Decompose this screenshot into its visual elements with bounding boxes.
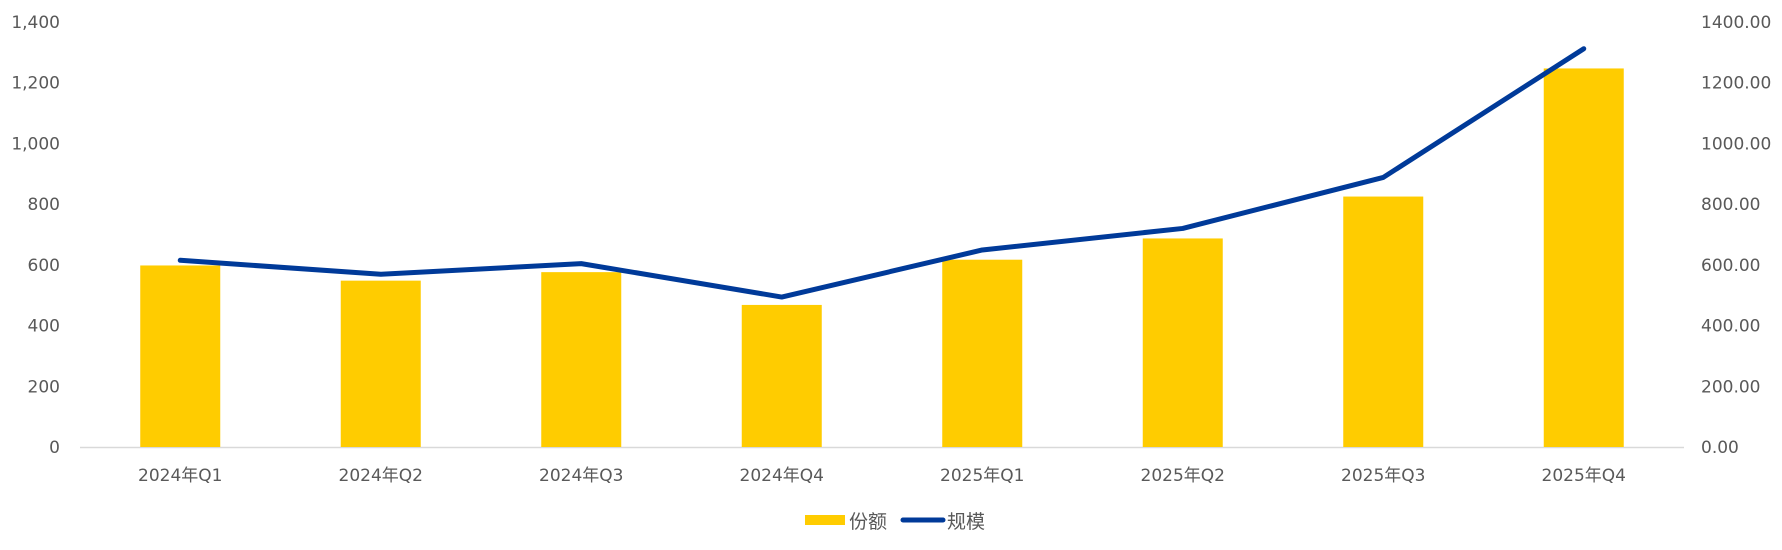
x-tick-label: 2025年Q4 bbox=[1542, 466, 1626, 486]
right-axis-ticks: 0.00 200.00 400.00 600.00 800.00 1000.00 1200.… bbox=[1701, 13, 1771, 458]
bar bbox=[140, 265, 221, 447]
bar bbox=[1142, 238, 1223, 447]
legend-bar-swatch bbox=[805, 515, 845, 525]
bar bbox=[741, 304, 822, 447]
x-tick-label: 2024年Q2 bbox=[339, 466, 423, 486]
right-tick-label: 1400.00 bbox=[1701, 13, 1771, 33]
left-tick-label: 600 bbox=[28, 256, 60, 276]
series-line bbox=[177, 46, 1587, 300]
bar-series bbox=[140, 68, 1624, 448]
x-axis-labels: 2024年Q1 2024年Q2 2024年Q3 2024年Q4 2025年Q1 2025年… bbox=[138, 466, 1626, 486]
right-tick-label: 200.00 bbox=[1701, 377, 1760, 397]
right-tick-label: 400.00 bbox=[1701, 317, 1760, 337]
right-tick-label: 1200.00 bbox=[1701, 74, 1771, 94]
legend-bar-label: 份额 bbox=[849, 511, 887, 533]
x-tick-label: 2025年Q1 bbox=[940, 466, 1024, 486]
x-tick-label: 2024年Q3 bbox=[539, 466, 623, 486]
bar bbox=[340, 280, 421, 447]
x-tick-label: 2024年Q4 bbox=[740, 466, 824, 486]
legend: 份额 规模 bbox=[805, 511, 985, 533]
left-tick-label: 1,200 bbox=[11, 74, 60, 94]
x-tick-label: 2024年Q1 bbox=[138, 466, 222, 486]
left-axis-ticks: 0 200 400 600 800 1,000 1,200 1,400 bbox=[11, 13, 60, 458]
right-tick-label: 0.00 bbox=[1701, 438, 1739, 458]
left-tick-label: 800 bbox=[28, 195, 60, 215]
legend-line-label: 规模 bbox=[947, 511, 985, 533]
left-tick-label: 0 bbox=[49, 438, 60, 458]
line-series bbox=[177, 46, 1587, 300]
right-tick-label: 800.00 bbox=[1701, 195, 1760, 215]
bar bbox=[1343, 196, 1424, 447]
bar bbox=[942, 259, 1023, 447]
left-tick-label: 1,000 bbox=[11, 134, 60, 154]
x-tick-label: 2025年Q2 bbox=[1141, 466, 1225, 486]
left-tick-label: 1,400 bbox=[11, 13, 60, 33]
bar bbox=[541, 272, 622, 447]
left-tick-label: 400 bbox=[28, 317, 60, 337]
x-tick-label: 2025年Q3 bbox=[1341, 466, 1425, 486]
right-tick-label: 1000.00 bbox=[1701, 134, 1771, 154]
left-tick-label: 200 bbox=[28, 377, 60, 397]
bar bbox=[1543, 68, 1624, 448]
right-tick-label: 600.00 bbox=[1701, 256, 1760, 276]
